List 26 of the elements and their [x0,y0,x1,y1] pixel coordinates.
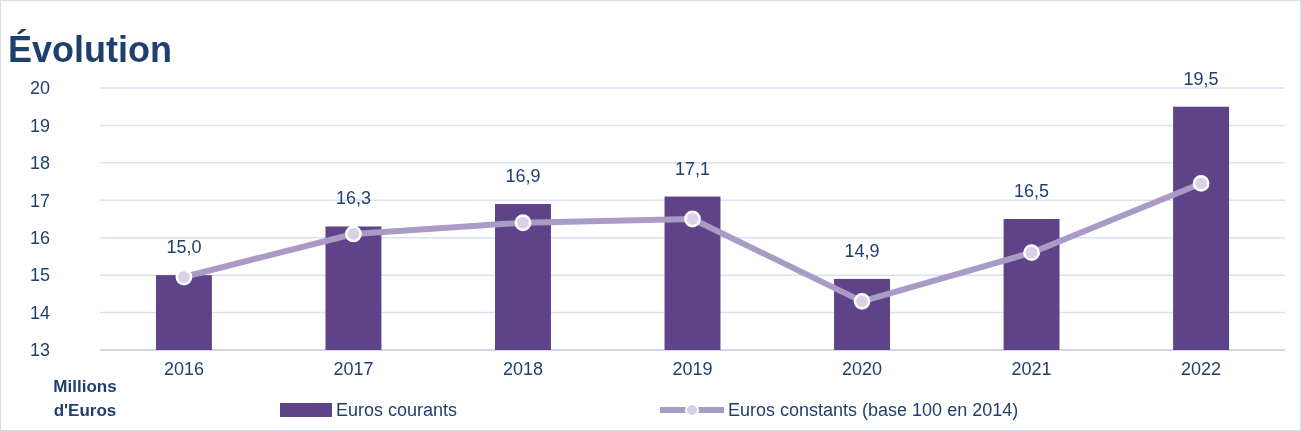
data-label: 16,3 [335,188,371,209]
y-tick-label: 16 [29,227,50,248]
y-tick-label: 13 [29,340,50,361]
x-tick-label: 2017 [333,358,374,379]
y-tick-label: 20 [29,78,50,99]
legend-label: Euros constants (base 100 en 2014) [728,400,1019,420]
y-tick-label: 14 [29,302,50,323]
x-tick-label: 2020 [842,358,883,379]
data-label: 15,0 [166,237,202,258]
x-tick-label: 2018 [502,358,543,379]
legend-label: Euros courants [336,400,458,420]
data-label: 14,9 [844,240,880,261]
x-tick-label: 2019 [672,358,713,379]
y-axis-title: Millions d'Euros [53,377,117,420]
chart-title: Évolution [8,29,172,70]
y-tick-label: 19 [29,115,50,136]
data-label: 16,5 [1014,181,1050,201]
data-label: 16,9 [505,166,541,187]
x-tick-label: 2022 [1181,358,1222,379]
y-tick-label: 18 [29,153,50,174]
y-tick-label: 17 [29,190,50,211]
x-tick-label: 2016 [163,358,204,379]
data-label: 17,1 [674,158,711,179]
y-tick-label: 15 [29,265,50,286]
data-label: 19,5 [1183,68,1219,89]
x-tick-label: 2021 [1011,358,1052,379]
